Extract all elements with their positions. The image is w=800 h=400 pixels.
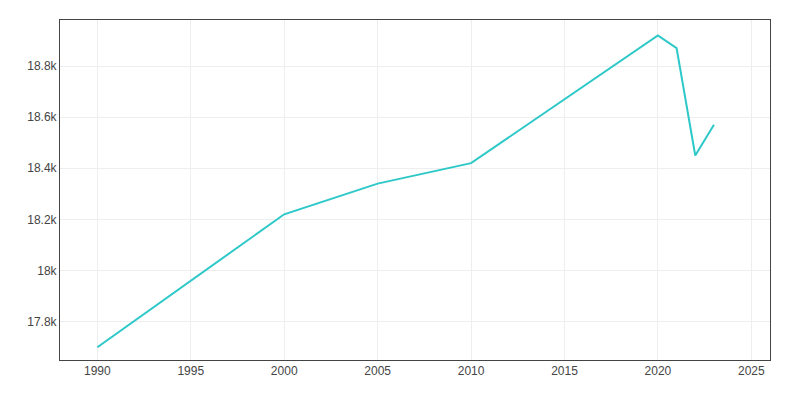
svg-text:18.4k: 18.4k [27, 161, 57, 175]
svg-text:2010: 2010 [458, 364, 485, 378]
svg-text:18.2k: 18.2k [27, 213, 57, 227]
svg-text:18.8k: 18.8k [27, 59, 57, 73]
svg-text:18k: 18k [37, 264, 57, 278]
svg-text:2000: 2000 [271, 364, 298, 378]
svg-text:2015: 2015 [551, 364, 578, 378]
svg-text:2025: 2025 [738, 364, 765, 378]
svg-text:1995: 1995 [177, 364, 204, 378]
svg-text:2020: 2020 [645, 364, 672, 378]
svg-text:17.8k: 17.8k [27, 315, 57, 329]
svg-text:1990: 1990 [84, 364, 111, 378]
svg-text:2005: 2005 [364, 364, 391, 378]
svg-text:18.6k: 18.6k [27, 110, 57, 124]
